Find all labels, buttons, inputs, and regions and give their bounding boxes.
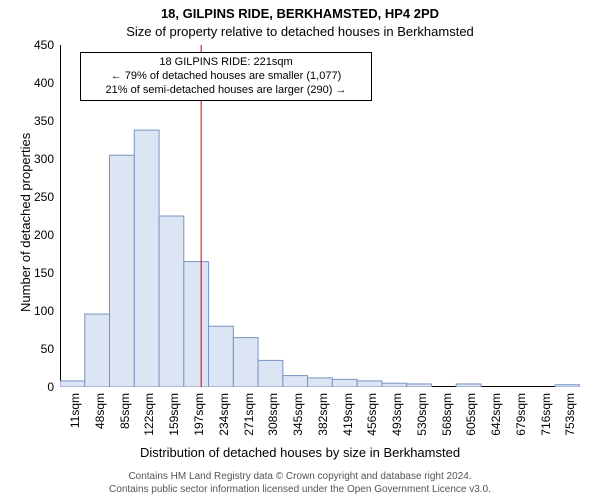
bar [555,385,580,387]
x-tick-label: 382sqm [316,393,330,436]
annotation-line3: 21% of semi-detached houses are larger (… [87,84,365,98]
bar [308,378,333,387]
x-tick-label: 493sqm [390,393,404,436]
x-tick-label: 716sqm [539,393,553,436]
bar [357,381,382,387]
bar [60,381,85,387]
page: { "titles": { "main": "18, GILPINS RIDE,… [0,0,600,500]
footer-line1: Contains HM Land Registry data © Crown c… [0,471,600,484]
y-tick-label: 0 [47,380,54,394]
bar [209,326,234,387]
bar [456,384,481,387]
bar [134,130,159,387]
y-tick-label: 300 [34,152,54,166]
x-tick-label: 456sqm [365,393,379,436]
bar [85,314,110,387]
annotation-line1: 18 GILPINS RIDE: 221sqm [87,56,365,70]
y-tick-label: 100 [34,304,54,318]
x-tick-label: 197sqm [192,393,206,436]
bar [110,155,135,387]
footer: Contains HM Land Registry data © Crown c… [0,471,600,496]
x-tick-label: 234sqm [217,393,231,436]
bar [332,379,357,387]
bar [407,384,432,387]
y-tick-label: 450 [34,38,54,52]
y-axis-ticks: 050100150200250300350400450 [0,45,54,387]
x-tick-label: 679sqm [514,393,528,436]
x-tick-label: 345sqm [291,393,305,436]
x-tick-label: 568sqm [440,393,454,436]
x-tick-label: 419sqm [341,393,355,436]
x-axis-ticks: 11sqm 48sqm 85sqm 122sqm 159sqm 197sqm 234sqm 2… [60,393,580,453]
bar [258,360,283,387]
x-tick-label: 271sqm [242,393,256,436]
x-tick-label: 159sqm [167,393,181,436]
x-tick-label: 11sqm [68,393,82,428]
x-tick-label: 530sqm [415,393,429,436]
x-tick-label: 308sqm [266,393,280,436]
y-tick-label: 400 [34,76,54,90]
y-tick-label: 50 [41,342,54,356]
chart-title-main: 18, GILPINS RIDE, BERKHAMSTED, HP4 2PD [0,6,600,21]
bar [382,383,407,387]
annotation-box: 18 GILPINS RIDE: 221sqm ← 79% of detache… [80,52,372,101]
y-tick-label: 350 [34,114,54,128]
y-tick-label: 200 [34,228,54,242]
footer-line2: Contains public sector information licen… [0,484,600,497]
y-tick-label: 250 [34,190,54,204]
bar [283,376,308,387]
bar [159,216,184,387]
x-tick-label: 122sqm [142,393,156,436]
bar [233,338,258,387]
x-tick-label: 605sqm [464,393,478,436]
x-tick-label: 48sqm [93,393,107,429]
x-tick-label: 642sqm [489,393,503,436]
chart-title-sub: Size of property relative to detached ho… [0,24,600,39]
bar [184,262,209,387]
y-tick-label: 150 [34,266,54,280]
x-tick-label: 85sqm [118,393,132,429]
x-tick-label: 753sqm [563,393,577,436]
annotation-line2: ← 79% of detached houses are smaller (1,… [87,70,365,84]
